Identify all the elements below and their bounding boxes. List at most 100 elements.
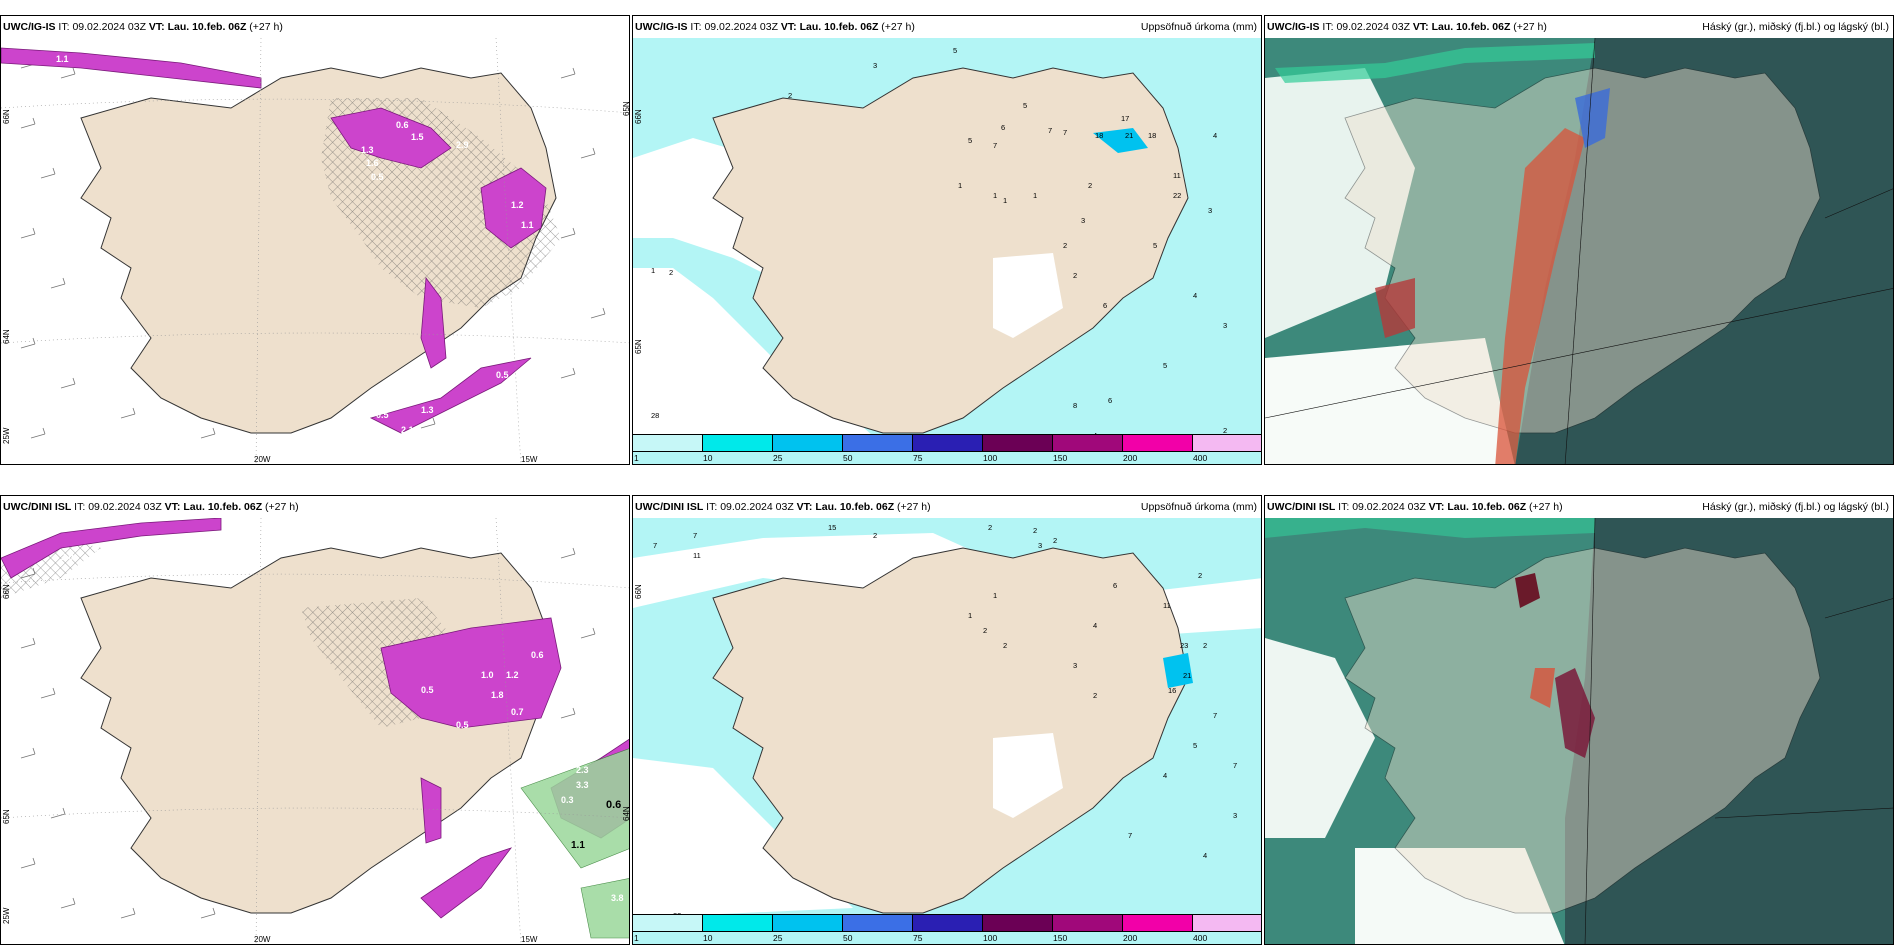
colorbar-ticks: 1 10 25 50 75 100 150 200 400: [634, 933, 1208, 943]
svg-text:2: 2: [988, 523, 992, 532]
svg-text:23: 23: [1180, 641, 1188, 650]
svg-text:17: 17: [1121, 114, 1129, 123]
svg-text:0.5: 0.5: [376, 410, 389, 420]
svg-text:4: 4: [1213, 131, 1217, 140]
svg-text:15W: 15W: [521, 935, 538, 944]
svg-text:7: 7: [1063, 128, 1067, 137]
svg-text:64N: 64N: [2, 329, 11, 344]
svg-text:20W: 20W: [254, 935, 271, 944]
colorbar-segment: [1123, 915, 1193, 931]
panel-header: UWC/DINI ISL IT: 09.02.2024 03Z VT: Lau.…: [635, 501, 1257, 513]
svg-text:1.2: 1.2: [506, 670, 519, 680]
colorbar-segment: [1193, 915, 1261, 931]
svg-text:4: 4: [1093, 621, 1097, 630]
svg-text:4: 4: [1203, 851, 1207, 860]
svg-text:7: 7: [993, 141, 997, 150]
svg-text:8: 8: [1073, 401, 1077, 410]
svg-text:65N: 65N: [2, 809, 11, 824]
precip-panel-bottom: UWC/DINI ISL IT: 09.02.2024 03Z VT: Lau.…: [632, 495, 1262, 945]
svg-text:25W: 25W: [2, 427, 11, 444]
svg-text:1: 1: [651, 266, 655, 275]
svg-text:66N: 66N: [2, 109, 11, 124]
svg-text:7: 7: [1048, 126, 1052, 135]
svg-text:66N: 66N: [634, 109, 643, 124]
svg-text:7: 7: [693, 531, 697, 540]
svg-text:16: 16: [1168, 686, 1176, 695]
svg-text:1: 1: [1033, 191, 1037, 200]
svg-text:0.6: 0.6: [606, 799, 621, 811]
svg-text:22: 22: [1173, 191, 1181, 200]
panel-header: UWC/DINI ISL IT: 09.02.2024 03Z VT: Lau.…: [3, 501, 299, 513]
svg-text:4: 4: [1193, 291, 1197, 300]
svg-text:66N: 66N: [634, 584, 643, 599]
svg-text:2: 2: [1003, 641, 1007, 650]
svg-text:1.8: 1.8: [491, 690, 504, 700]
svg-text:3: 3: [1208, 206, 1212, 215]
svg-text:2: 2: [873, 531, 877, 540]
colorbar-segment: [1193, 435, 1261, 451]
iceland-land: [1344, 67, 1821, 434]
svg-text:5: 5: [1193, 741, 1197, 750]
svg-text:1: 1: [958, 181, 962, 190]
svg-text:2: 2: [1198, 571, 1202, 580]
svg-text:5: 5: [1153, 241, 1157, 250]
precip-panel-top: UWC/IG-IS IT: 09.02.2024 03Z VT: Lau. 10…: [632, 15, 1262, 465]
svg-text:1.8: 1.8: [96, 548, 109, 558]
svg-text:2: 2: [1223, 426, 1227, 435]
svg-text:21: 21: [1125, 131, 1133, 140]
svg-text:3: 3: [1223, 321, 1227, 330]
graticule: [1, 518, 629, 944]
colorbar-segment: [773, 915, 843, 931]
colorbar-segment: [983, 435, 1053, 451]
svg-text:1.2: 1.2: [511, 200, 524, 210]
svg-text:1.0: 1.0: [481, 670, 494, 680]
svg-text:1.3: 1.3: [361, 145, 374, 155]
panel-header: UWC/IG-IS IT: 09.02.2024 03Z VT: Lau. 10…: [3, 21, 283, 33]
svg-text:2.1: 2.1: [401, 425, 414, 435]
colorbar-segment: [913, 915, 983, 931]
svg-text:6: 6: [1103, 301, 1107, 310]
colorbar-segment: [703, 435, 773, 451]
svg-text:6: 6: [1001, 123, 1005, 132]
svg-text:15: 15: [828, 523, 836, 532]
svg-text:1.5: 1.5: [411, 132, 424, 142]
svg-text:4: 4: [1163, 771, 1167, 780]
svg-text:21: 21: [1183, 671, 1191, 680]
colorbar-segment: [983, 915, 1053, 931]
wind-map: 2.9 2.0 1.8 0.5 1.0 1.2 1.8 0.7 0.6 0.5 …: [1, 518, 629, 944]
svg-text:25W: 25W: [2, 907, 11, 924]
svg-text:1: 1: [968, 611, 972, 620]
svg-text:11: 11: [1163, 601, 1171, 610]
cloud-map: [1265, 518, 1893, 944]
svg-text:0.6: 0.6: [396, 120, 409, 130]
svg-text:1.1: 1.1: [571, 840, 585, 851]
svg-text:3.3: 3.3: [576, 780, 589, 790]
svg-text:1: 1: [993, 591, 997, 600]
svg-text:2: 2: [1203, 641, 1207, 650]
svg-text:0.5: 0.5: [421, 685, 434, 695]
svg-text:2: 2: [1063, 241, 1067, 250]
snow-areas: [1, 47, 547, 434]
svg-text:65N: 65N: [622, 101, 630, 116]
svg-text:2.9: 2.9: [41, 578, 54, 588]
colorbar-segment: [843, 435, 913, 451]
colorbar-ticks: 1 10 25 50 75 100 150 200 400: [634, 453, 1208, 463]
svg-text:3: 3: [1233, 811, 1237, 820]
svg-text:1: 1: [993, 191, 997, 200]
svg-text:6: 6: [1108, 396, 1112, 405]
svg-text:1.3: 1.3: [421, 405, 434, 415]
precip-map: 7 7 11 15 2 2 2 2 3 6 11 2 1 1 2 2 4 3 2…: [633, 518, 1261, 944]
cloud-panel-top: UWC/IG-IS IT: 09.02.2024 03Z VT: Lau. 10…: [1264, 15, 1894, 465]
precip-colorbar: 1 10 25 50 75 100 150 200 400: [633, 434, 1261, 464]
cloud-panel-bottom: UWC/DINI ISL IT: 09.02.2024 03Z VT: Lau.…: [1264, 495, 1894, 945]
colorbar-segment: [633, 435, 703, 451]
svg-text:2: 2: [788, 91, 792, 100]
svg-text:18: 18: [1095, 131, 1103, 140]
precip-colorbar: 1 10 25 50 75 100 150 200 400: [633, 914, 1261, 944]
colorbar-segment: [843, 915, 913, 931]
svg-text:7: 7: [1213, 711, 1217, 720]
svg-text:7: 7: [1128, 831, 1132, 840]
wind-panel-top: UWC/IG-IS IT: 09.02.2024 03Z VT: Lau. 10…: [0, 15, 630, 465]
svg-text:15W: 15W: [521, 455, 538, 464]
svg-text:66N: 66N: [2, 584, 11, 599]
